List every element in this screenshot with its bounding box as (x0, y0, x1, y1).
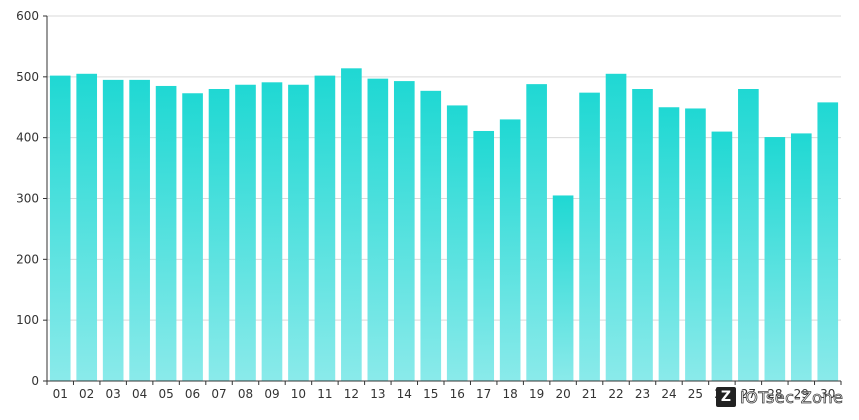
x-tick-label-18: 18 (503, 387, 518, 401)
bar-28 (764, 137, 786, 381)
bar-12 (341, 68, 362, 382)
y-tick-label-200: 200 (16, 252, 39, 266)
x-tick-label-24: 24 (661, 387, 676, 401)
y-tick-label-100: 100 (16, 313, 39, 327)
bar-06 (182, 93, 203, 381)
x-tick-label-28: 28 (767, 387, 782, 401)
x-tick-label-05: 05 (158, 387, 173, 401)
x-tick-label-10: 10 (291, 387, 306, 401)
bar-26 (711, 131, 733, 381)
bar-19 (526, 84, 547, 381)
bar-25 (685, 108, 706, 381)
x-tick-label-16: 16 (450, 387, 465, 401)
x-tick-label-11: 11 (317, 387, 332, 401)
bar-16 (446, 105, 468, 382)
bar-04 (129, 79, 150, 381)
bar-03 (102, 79, 124, 381)
bar-09 (261, 82, 283, 381)
bar-21 (579, 92, 600, 382)
y-tick-label-300: 300 (16, 192, 39, 206)
y-tick-label-0: 0 (31, 374, 39, 388)
x-tick-label-03: 03 (106, 387, 121, 401)
bar-01 (49, 75, 71, 381)
x-tick-label-23: 23 (635, 387, 650, 401)
x-tick-label-19: 19 (529, 387, 544, 401)
bar-20 (552, 195, 574, 381)
x-tick-label-15: 15 (423, 387, 438, 401)
x-tick-label-30: 30 (820, 387, 835, 401)
x-tick-label-01: 01 (53, 387, 68, 401)
bar-07 (208, 89, 230, 381)
x-tick-label-12: 12 (344, 387, 359, 401)
y-axis-tick-labels: 0 100 200 300 400 500 600 (16, 9, 39, 388)
bar-24 (658, 107, 680, 381)
x-tick-label-04: 04 (132, 387, 147, 401)
bar-05 (155, 85, 177, 381)
x-tick-label-20: 20 (555, 387, 570, 401)
x-tick-label-09: 09 (264, 387, 279, 401)
x-tick-label-02: 02 (79, 387, 94, 401)
axes (43, 15, 842, 385)
x-tick-label-13: 13 (370, 387, 385, 401)
x-tick-label-22: 22 (608, 387, 623, 401)
y-tick-label-400: 400 (16, 131, 39, 145)
x-tick-label-08: 08 (238, 387, 253, 401)
y-tick-label-600: 600 (16, 9, 39, 23)
bar-30 (817, 102, 839, 381)
x-tick-label-25: 25 (688, 387, 703, 401)
bar-11 (314, 75, 336, 381)
x-tick-label-29: 29 (794, 387, 809, 401)
watermark-text: IOTsec-Zone (740, 387, 844, 407)
x-tick-label-07: 07 (211, 387, 226, 401)
watermark-logo: Z IOTsec-Zone (716, 384, 843, 410)
x-tick-label-14: 14 (397, 387, 412, 401)
bar-23 (632, 89, 653, 381)
bar-15 (420, 90, 442, 381)
x-tick-label-06: 06 (185, 387, 200, 401)
x-tick-label-27: 27 (741, 387, 756, 401)
bar-14 (393, 81, 415, 381)
bar-22 (605, 73, 627, 382)
bar-17 (473, 130, 495, 381)
bar-27 (738, 89, 759, 381)
x-axis-tick-labels: 01 02 03 04 05 06 07 08 09 10 11 12 13 14 15 16 17 18 19 20… (53, 387, 836, 401)
watermark-badge: Z (716, 387, 736, 407)
x-tick-label-21: 21 (582, 387, 597, 401)
y-tick-label-500: 500 (16, 70, 39, 84)
bar-29 (790, 133, 812, 381)
bar-02 (76, 73, 98, 382)
bars (49, 68, 839, 382)
x-tick-label-17: 17 (476, 387, 491, 401)
bar-13 (367, 78, 389, 382)
bar-08 (235, 84, 256, 381)
grid-lines (47, 15, 841, 321)
bar-18 (499, 119, 521, 382)
bar-10 (288, 84, 309, 381)
